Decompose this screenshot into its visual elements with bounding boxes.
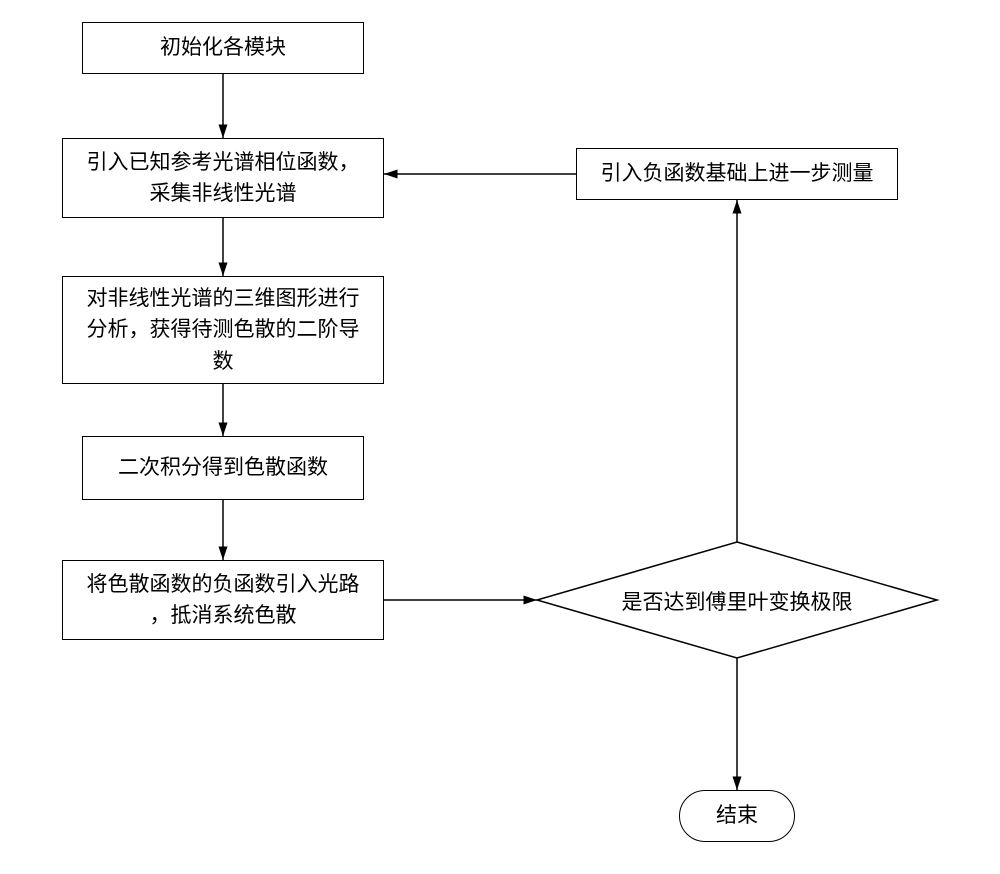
node-init-modules: 初始化各模块 bbox=[82, 22, 364, 74]
node-label: 初始化各模块 bbox=[160, 32, 286, 64]
node-label: 对非线性光谱的三维图形进行分析，获得待测色散的二阶导数 bbox=[87, 283, 360, 378]
node-further-measure: 引入负函数基础上进一步测量 bbox=[576, 148, 898, 200]
node-label: 引入已知参考光谱相位函数，采集非线性光谱 bbox=[87, 147, 360, 210]
node-integrate: 二次积分得到色散函数 bbox=[82, 436, 364, 500]
node-label: 结束 bbox=[716, 800, 758, 832]
node-label: 将色散函数的负函数引入光路，抵消系统色散 bbox=[87, 569, 360, 632]
node-decision-fourier: 是否达到傅里叶变换极限 bbox=[537, 586, 937, 616]
node-reference-spectrum: 引入已知参考光谱相位函数，采集非线性光谱 bbox=[62, 138, 384, 218]
node-label: 是否达到傅里叶变换极限 bbox=[622, 591, 853, 614]
node-label: 引入负函数基础上进一步测量 bbox=[601, 158, 874, 190]
node-negative-function: 将色散函数的负函数引入光路，抵消系统色散 bbox=[62, 560, 384, 640]
node-analyze-3d: 对非线性光谱的三维图形进行分析，获得待测色散的二阶导数 bbox=[62, 276, 384, 384]
node-label: 二次积分得到色散函数 bbox=[118, 452, 328, 484]
flowchart-canvas: 初始化各模块 引入已知参考光谱相位函数，采集非线性光谱 对非线性光谱的三维图形进… bbox=[0, 0, 1000, 874]
node-end: 结束 bbox=[679, 790, 795, 842]
